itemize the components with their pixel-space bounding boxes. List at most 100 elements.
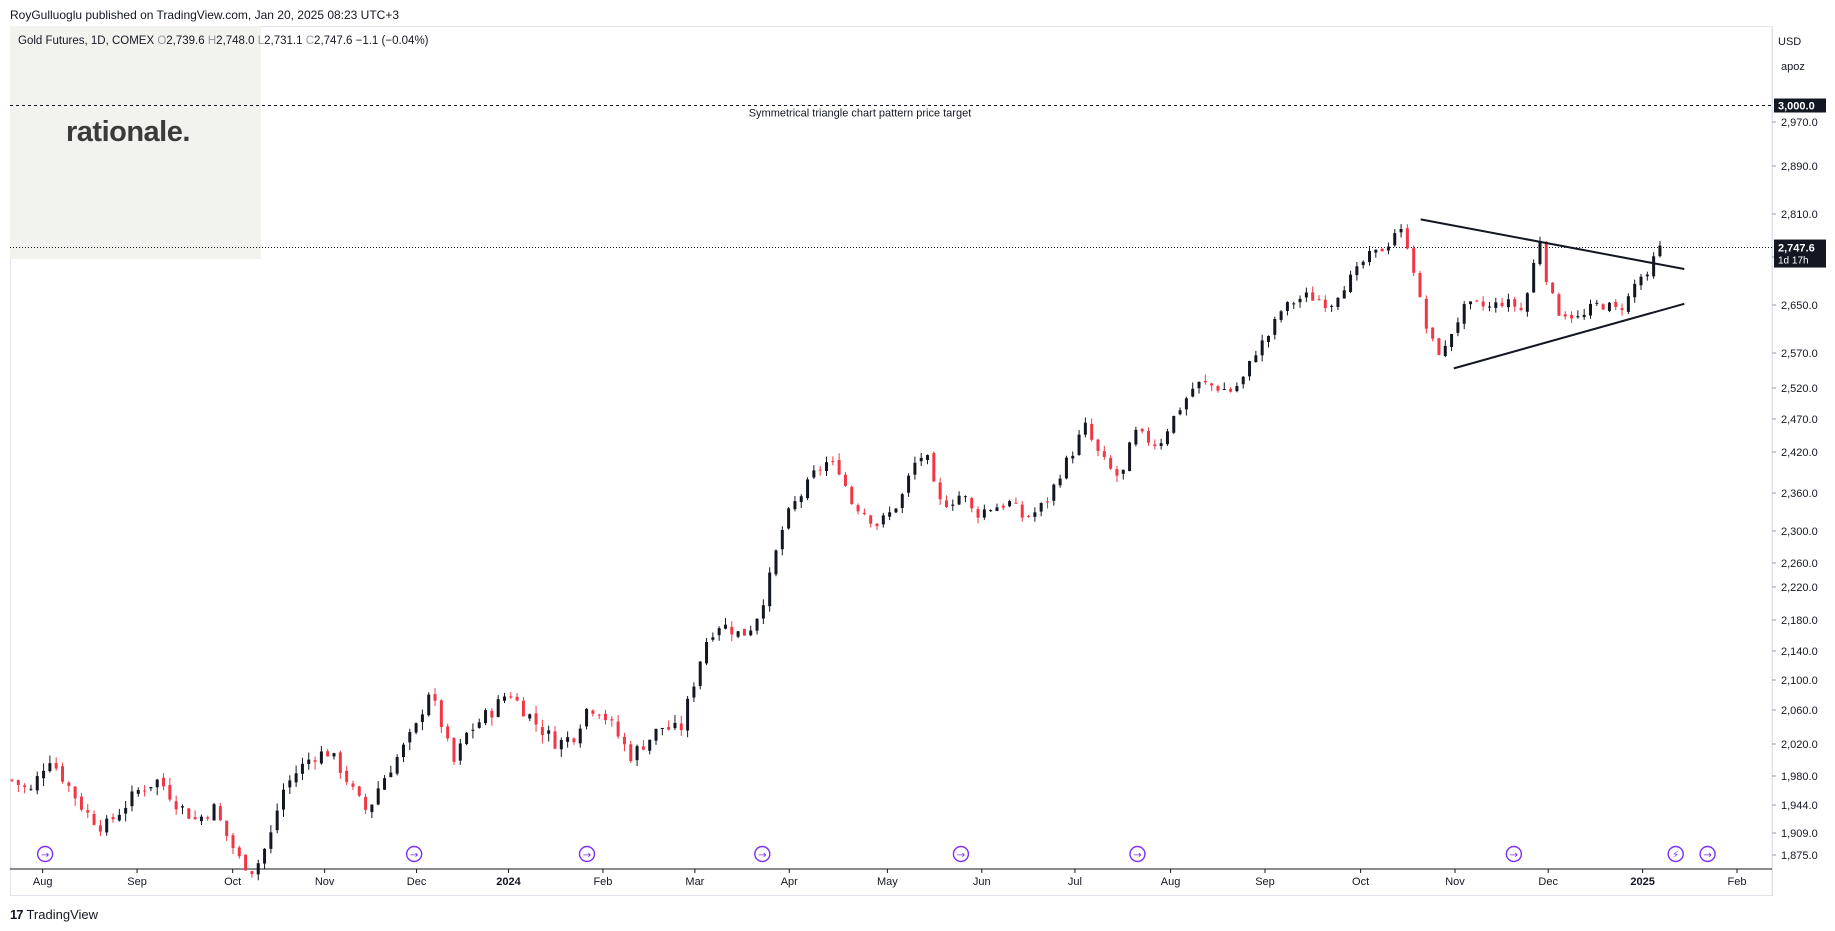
y-tick-label: 2,180.0 — [1781, 615, 1818, 627]
candle-body — [1563, 314, 1567, 317]
y-tick-label: 2,220.0 — [1781, 582, 1818, 594]
x-tick-label: Nov — [1445, 876, 1465, 888]
candle-body — [1096, 439, 1100, 451]
dividend-event-icon[interactable] — [36, 845, 54, 863]
candle-body — [957, 495, 961, 505]
dividend-event-icon[interactable] — [1505, 845, 1523, 863]
currency-label[interactable]: USD — [1778, 36, 1802, 48]
triangle-lower-trendline[interactable] — [1453, 302, 1685, 370]
candle-body — [1241, 376, 1245, 385]
event-arrow-icon: → — [41, 850, 49, 861]
candle-body — [843, 474, 847, 486]
candle-body — [288, 780, 292, 788]
candle-body — [1588, 303, 1592, 316]
candle-body — [357, 786, 361, 796]
candle-body — [907, 475, 911, 493]
candle-body — [1405, 228, 1409, 249]
dividend-event-icon[interactable] — [952, 845, 970, 863]
candle-body — [86, 810, 90, 813]
candle-body — [780, 529, 784, 550]
candle-body — [825, 462, 829, 471]
candle-body — [1519, 307, 1523, 311]
candle-body — [641, 746, 645, 750]
x-tick-label: 2024 — [496, 876, 521, 888]
candle-body — [313, 760, 317, 762]
candle-body — [1292, 303, 1296, 305]
candle-body — [616, 721, 620, 737]
candle-body — [1058, 478, 1062, 486]
candle-body — [269, 832, 273, 849]
symbol-name[interactable]: Gold Futures, 1D, COMEX — [18, 35, 155, 47]
candle-body — [1045, 501, 1049, 503]
candle-body — [307, 759, 311, 765]
triangle-upper-trendline[interactable] — [1420, 218, 1685, 270]
y-tick-label: 2,810.0 — [1781, 209, 1818, 221]
candle-body — [995, 507, 999, 512]
target-price-badge-label: 3,000.0 — [1778, 101, 1815, 113]
candle-body — [799, 496, 803, 503]
last-price-badge — [1774, 239, 1826, 268]
low-label: L — [257, 35, 265, 47]
candle-body — [635, 746, 639, 761]
dividend-event-icon[interactable] — [1129, 845, 1146, 863]
x-tick-label: Dec — [407, 876, 427, 888]
candle-body — [610, 719, 614, 721]
candle-body — [1311, 292, 1315, 301]
dividend-event-icon[interactable] — [1699, 845, 1716, 863]
candle-body — [231, 835, 235, 849]
x-tick-label: Mar — [685, 876, 704, 888]
candle-body — [812, 470, 816, 478]
candle-body — [837, 460, 841, 475]
candle-body — [742, 628, 746, 636]
candle-body — [648, 739, 652, 751]
candle-body — [1064, 457, 1068, 479]
candle-body — [250, 871, 254, 874]
candle-body — [1304, 292, 1308, 298]
dividend-event-icon[interactable] — [1667, 845, 1684, 863]
dividend-event-icon[interactable] — [405, 845, 423, 863]
candle-body — [111, 817, 115, 820]
candle-body — [673, 722, 677, 729]
candle-body — [206, 817, 210, 819]
candle-body — [1191, 388, 1195, 397]
candles — [10, 224, 1662, 881]
candle-body — [787, 508, 791, 529]
candle-body — [1273, 318, 1277, 335]
rationale-logo: rationale. — [66, 116, 190, 148]
candle-body — [774, 550, 778, 575]
candle-body — [1184, 398, 1188, 410]
candle-body — [1355, 266, 1359, 276]
tradingview-brand[interactable]: 17 TradingView — [10, 907, 98, 922]
candle-body — [174, 801, 178, 810]
candle-body — [105, 818, 109, 833]
candle-body — [162, 777, 166, 787]
candle-body — [1235, 386, 1239, 392]
candle-body — [42, 770, 46, 779]
candle-body — [862, 512, 866, 515]
candle-body — [199, 816, 203, 822]
x-tick-label: 2025 — [1630, 876, 1654, 888]
candle-body — [1431, 327, 1435, 339]
candle-body — [1626, 296, 1630, 312]
candle-body — [705, 642, 709, 664]
published-by-line: RoyGulluoglu published on TradingView.co… — [10, 8, 400, 22]
candle-body — [452, 738, 456, 762]
x-tick-label: Sep — [127, 876, 147, 888]
candle-body — [944, 500, 948, 508]
candle-body — [976, 509, 980, 518]
candle-body — [1210, 383, 1214, 386]
x-tick-label: Nov — [315, 876, 335, 888]
candle-body — [1147, 430, 1151, 443]
candle-body — [1330, 305, 1334, 307]
candle-body — [326, 751, 330, 757]
dividend-event-icon[interactable] — [578, 845, 596, 863]
dividend-event-icon[interactable] — [754, 845, 771, 863]
candle-body — [1570, 314, 1574, 319]
candle-body — [989, 510, 993, 512]
candle-body — [477, 722, 481, 728]
candle-body — [1285, 302, 1289, 311]
candle-body — [395, 757, 399, 774]
scale-mode-label[interactable]: apoz — [1781, 61, 1805, 73]
x-tick-label: Jun — [973, 876, 991, 888]
